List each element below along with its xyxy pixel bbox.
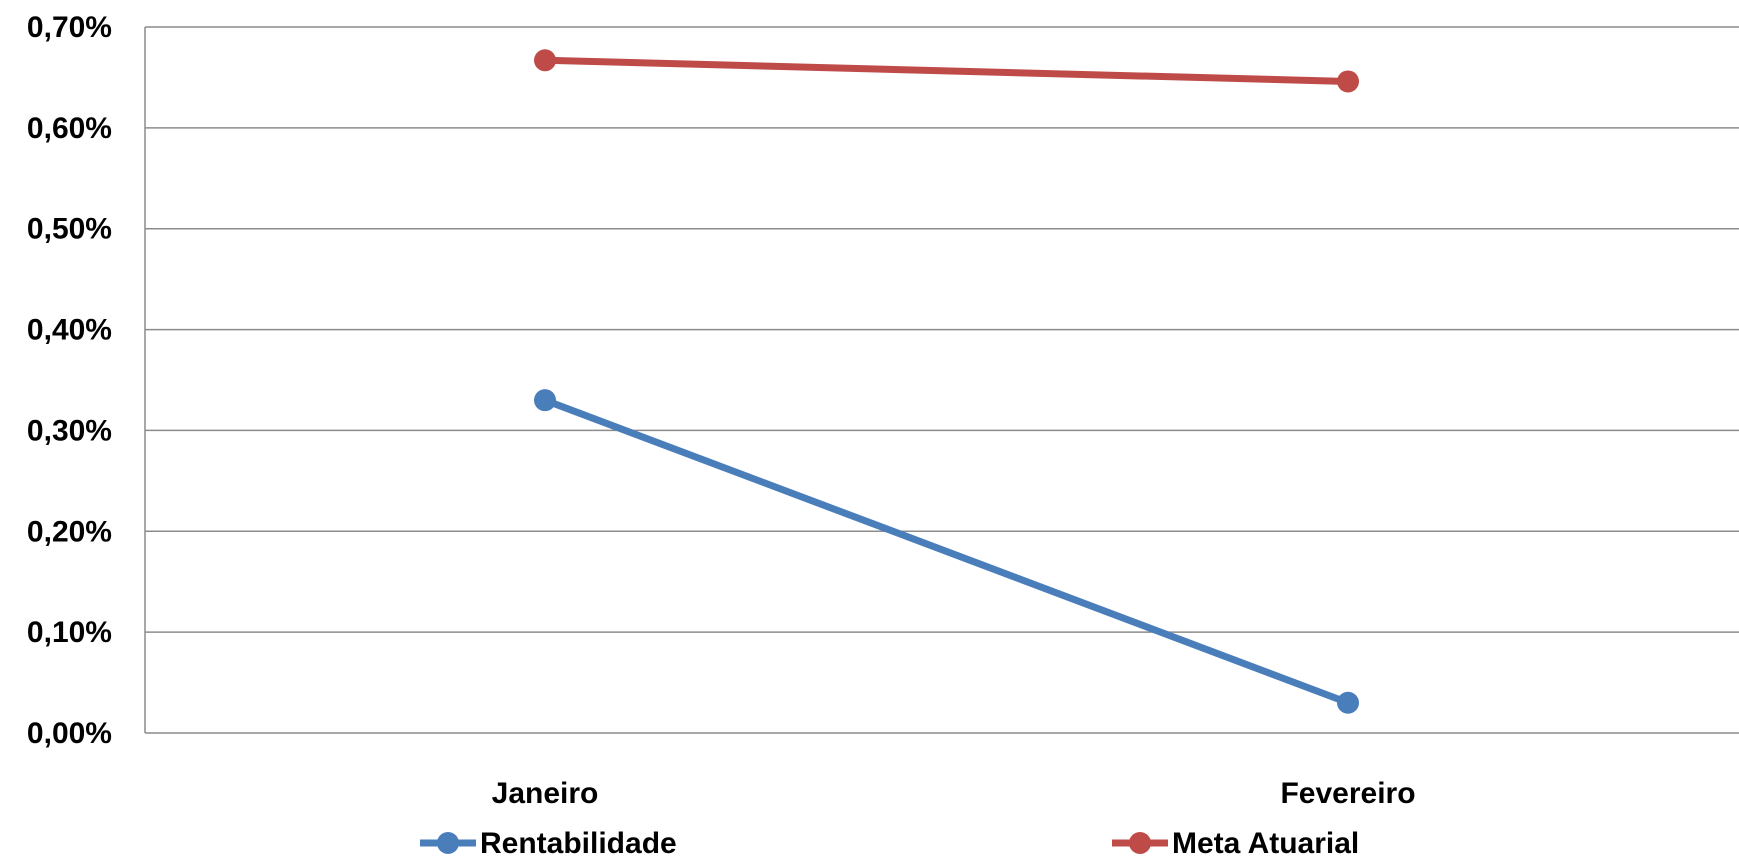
legend-dot-marker xyxy=(437,832,459,854)
y-tick-label: 0,10% xyxy=(27,616,112,649)
legend-dot-marker xyxy=(1129,832,1151,854)
data-point xyxy=(534,49,556,72)
y-tick-label: 0,20% xyxy=(27,515,112,548)
x-tick-label: Fevereiro xyxy=(1280,777,1415,810)
gridlines xyxy=(145,26,1739,734)
series-meta-atuarial xyxy=(534,49,1359,93)
y-axis: 0,00% 0,10% 0,20% 0,30% 0,40% 0,50% 0,60% 0,70% xyxy=(27,11,146,750)
legend-item: Rentabilidade xyxy=(420,827,677,860)
legend-label: Rentabilidade xyxy=(480,827,677,860)
legend: Rentabilidade Meta Atuarial xyxy=(420,827,1359,860)
series-rentabilidade xyxy=(534,389,1359,714)
series-line xyxy=(541,56,1352,85)
y-tick-label: 0,70% xyxy=(27,11,112,44)
data-point xyxy=(1337,691,1359,714)
y-tick-label: 0,50% xyxy=(27,213,112,246)
data-point xyxy=(534,389,556,412)
x-tick-label: Janeiro xyxy=(492,777,599,810)
y-tick-label: 0,60% xyxy=(27,112,112,145)
y-tick-label: 0,00% xyxy=(27,717,112,750)
legend-item: Meta Atuarial xyxy=(1112,827,1359,860)
x-axis: Janeiro Fevereiro xyxy=(492,777,1416,810)
series-group xyxy=(534,49,1359,714)
y-tick-label: 0,30% xyxy=(27,414,112,447)
series-line xyxy=(541,396,1352,707)
legend-label: Meta Atuarial xyxy=(1172,827,1359,860)
y-tick-label: 0,40% xyxy=(27,314,112,347)
data-point xyxy=(1337,70,1359,93)
